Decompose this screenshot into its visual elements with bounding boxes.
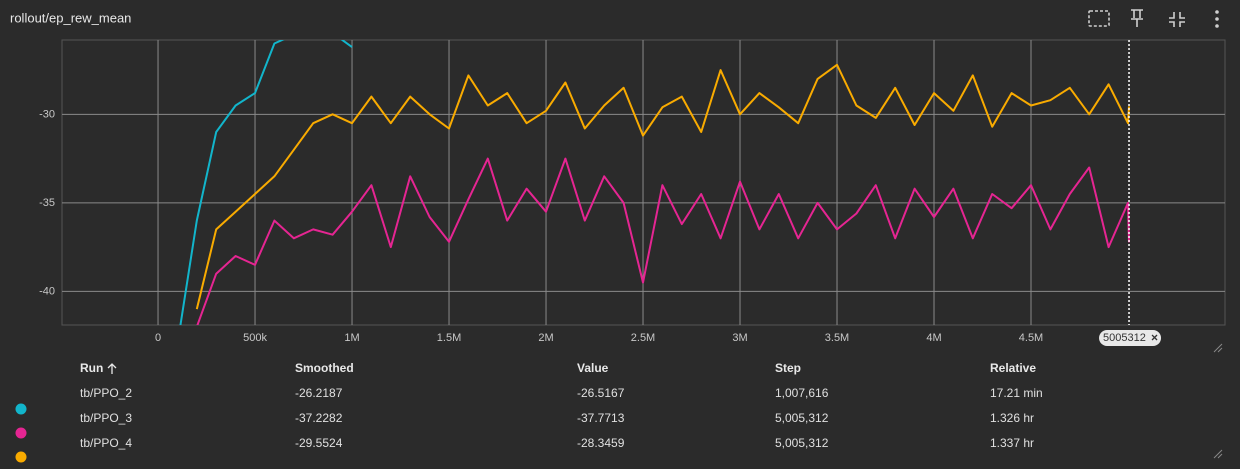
menu-button[interactable] [1215, 10, 1219, 28]
series-line [179, 40, 353, 325]
table-cell: -28.3459 [577, 436, 625, 450]
table-cell: 1.337 hr [990, 436, 1034, 450]
x-tick-label: 2.5M [631, 332, 655, 344]
sort-arrow [107, 363, 117, 374]
cursor-close[interactable] [1151, 334, 1158, 341]
x-tick-label: 4.5M [1019, 332, 1043, 344]
table-cell: 1.326 hr [990, 411, 1034, 425]
table-cell: 1,007,616 [775, 386, 829, 400]
table-cell: -26.2187 [295, 386, 343, 400]
table-cell: tb/PPO_4 [80, 436, 132, 450]
table-cell: 5,005,312 [775, 436, 829, 450]
series-line [195, 63, 1130, 310]
table-cell: -29.5524 [295, 436, 343, 450]
x-tick-label: 1M [344, 332, 359, 344]
table-cell: -37.2282 [295, 411, 343, 425]
y-tick-label: -30 [39, 108, 55, 120]
x-tick-label: 0 [155, 332, 161, 344]
cursor-label: 5005312 [1103, 332, 1146, 344]
table-header: Run [80, 361, 103, 375]
series-line [196, 157, 1130, 325]
y-tick-label: -40 [39, 285, 55, 297]
chart-title: rollout/ep_rew_mean [10, 10, 131, 25]
pin-button[interactable] [1131, 9, 1143, 27]
x-tick-label: 2M [538, 332, 553, 344]
table-cell: tb/PPO_3 [80, 411, 132, 425]
toolbar [1088, 9, 1219, 28]
x-tick-label: 4M [926, 332, 941, 344]
collapse-button[interactable] [1169, 12, 1185, 27]
table-header: Value [577, 361, 609, 375]
resize-handle[interactable] [1213, 343, 1223, 459]
fit-domain-button[interactable] [1088, 10, 1110, 27]
table-header: Smoothed [295, 361, 354, 375]
x-tick-label: 1.5M [437, 332, 461, 344]
run-color-dot [15, 451, 27, 463]
table-cell: 5,005,312 [775, 411, 829, 425]
run-color-dot [15, 403, 27, 415]
cursor-chip [1099, 330, 1162, 346]
table-cell: -26.5167 [577, 386, 625, 400]
table-cell: tb/PPO_2 [80, 386, 132, 400]
table-cell: -37.7713 [577, 411, 625, 425]
y-tick-label: -35 [39, 197, 55, 209]
run-color-dot [15, 427, 27, 439]
table-cell: 17.21 min [990, 386, 1043, 400]
table-header: Step [775, 361, 801, 375]
x-tick-label: 3M [732, 332, 747, 344]
table-header: Relative [990, 361, 1036, 375]
x-tick-label: 500k [243, 332, 267, 344]
x-tick-label: 3.5M [825, 332, 849, 344]
